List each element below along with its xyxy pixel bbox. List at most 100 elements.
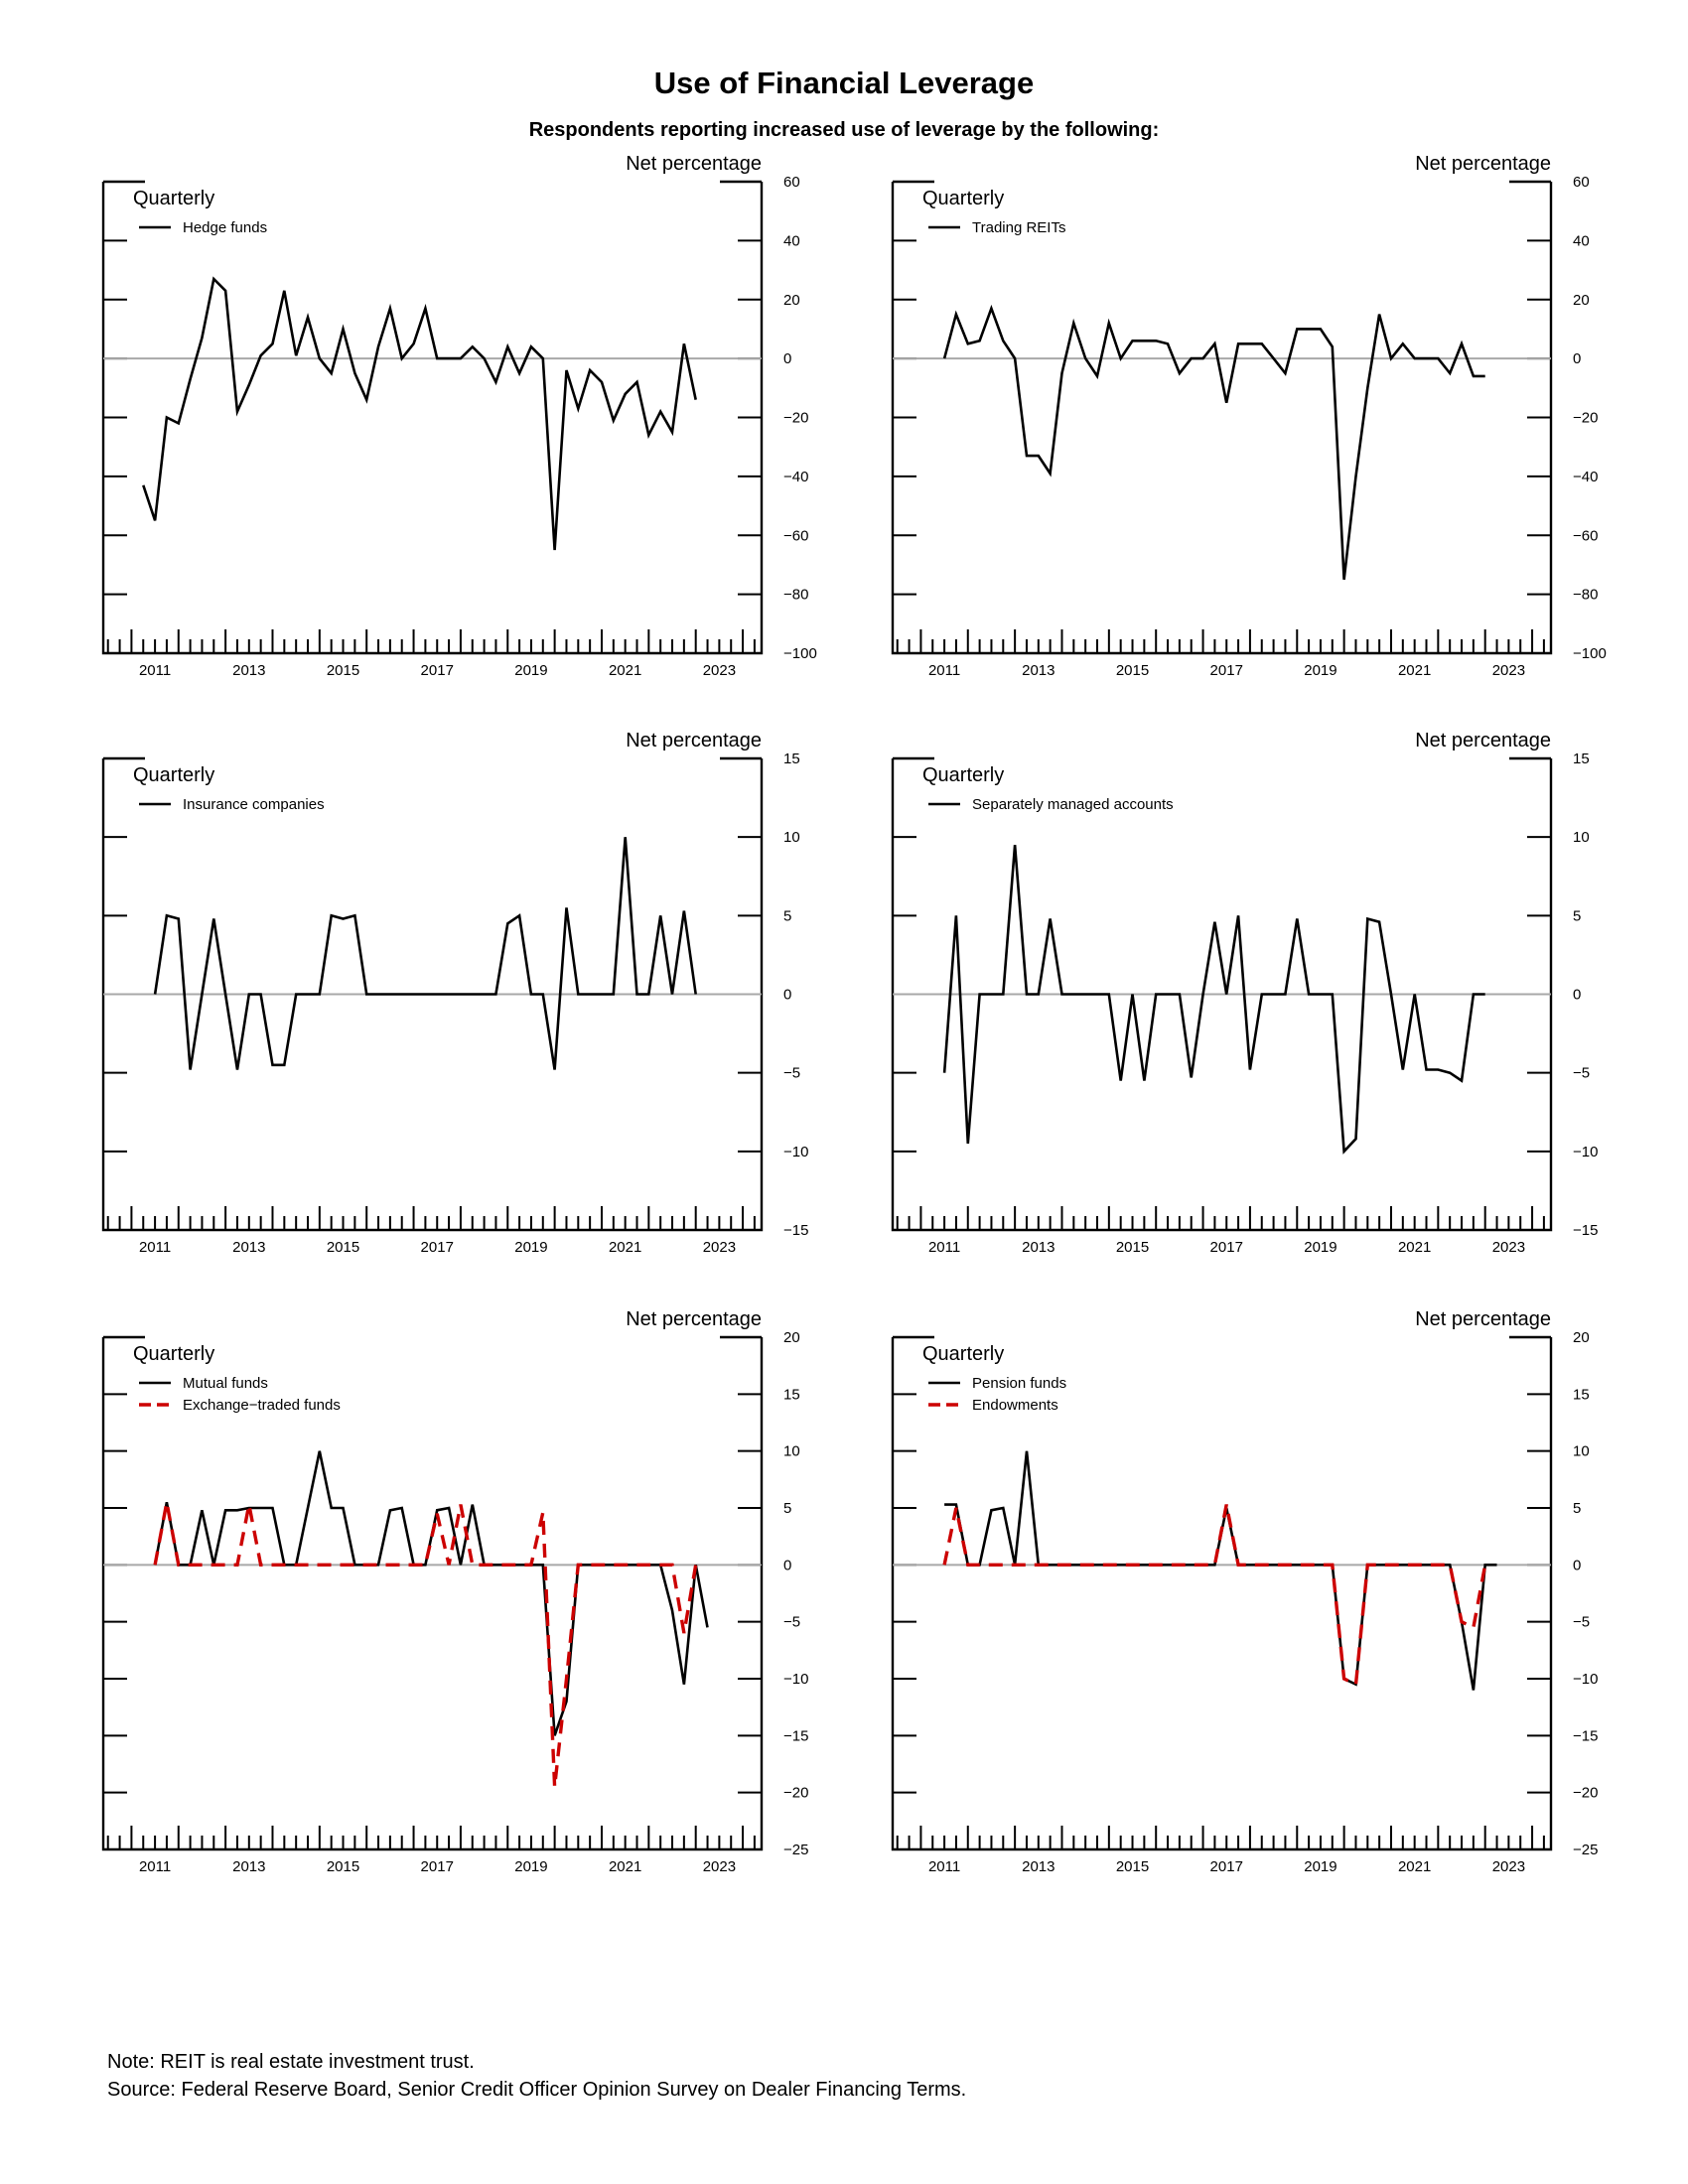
y-tick-label: −40 [783,469,808,485]
x-tick-label: 2011 [928,662,960,679]
frequency-label: Quarterly [133,1343,214,1365]
y-axis-label: Net percentage [626,1308,762,1330]
x-tick-label: 2015 [1116,662,1149,679]
x-tick-label: 2021 [609,1239,641,1256]
y-tick-label: 5 [1573,907,1581,924]
y-tick-label: 60 [1573,174,1590,191]
series-line-insurance-companies [153,837,697,1070]
y-tick-label: −15 [783,1222,808,1239]
y-tick-label: −60 [1573,527,1598,544]
y-tick-label: 10 [783,1443,800,1460]
y-tick-label: 40 [783,232,800,249]
x-tick-label: 2011 [139,662,171,679]
y-tick-label: −5 [783,1065,800,1082]
legend-label: Endowments [972,1397,1058,1414]
y-tick-label: 5 [1573,1500,1581,1517]
frequency-label: Quarterly [922,764,1004,786]
y-axis-label: Net percentage [1415,153,1551,175]
legend-label: Mutual funds [183,1375,268,1392]
y-tick-label: 0 [783,987,791,1004]
x-tick-label: 2013 [232,662,265,679]
x-tick-label: 2021 [1398,662,1431,679]
x-tick-label: 2017 [421,1858,454,1875]
y-tick-label: −5 [1573,1065,1590,1082]
note-text: Note: REIT is real estate investment tru… [107,2051,475,2073]
x-tick-label: 2023 [703,662,736,679]
y-tick-label: 20 [783,292,800,309]
x-tick-label: 2023 [1492,1239,1525,1256]
y-tick-label: 15 [783,751,800,767]
x-tick-label: 2017 [421,1239,454,1256]
x-tick-label: 2019 [514,662,547,679]
y-tick-label: 20 [783,1329,800,1346]
y-tick-label: 15 [1573,1386,1590,1403]
frequency-label: Quarterly [133,188,214,209]
y-tick-label: −10 [1573,1671,1598,1688]
page-subtitle: Respondents reporting increased use of l… [528,119,1160,141]
y-tick-label: 15 [1573,751,1590,767]
x-tick-label: 2021 [609,662,641,679]
x-tick-label: 2017 [1210,1239,1243,1256]
x-tick-label: 2021 [1398,1239,1431,1256]
plot-frame [101,1337,764,1851]
x-tick-label: 2019 [514,1858,547,1875]
x-tick-label: 2023 [1492,1858,1525,1875]
x-tick-label: 2017 [1210,662,1243,679]
y-tick-label: 0 [783,350,791,367]
series-line-pension-funds [944,1450,1497,1691]
x-tick-label: 2021 [1398,1858,1431,1875]
y-tick-label: 0 [1573,350,1581,367]
legend-label: Trading REITs [972,219,1065,236]
x-tick-label: 2015 [1116,1239,1149,1256]
legend-label: Separately managed accounts [972,796,1174,813]
x-tick-label: 2021 [609,1858,641,1875]
x-tick-label: 2023 [1492,662,1525,679]
x-tick-label: 2013 [232,1239,265,1256]
x-tick-label: 2019 [514,1239,547,1256]
y-tick-label: 10 [1573,1443,1590,1460]
y-axis-label: Net percentage [1415,730,1551,751]
y-tick-label: 20 [1573,1329,1590,1346]
legend-label: Hedge funds [183,219,267,236]
y-tick-label: −80 [1573,587,1598,604]
x-tick-label: 2019 [1304,662,1336,679]
x-tick-label: 2011 [928,1858,960,1875]
footnotes: Note: REIT is real estate investment tru… [107,2048,966,2104]
y-tick-label: −10 [783,1144,808,1160]
x-tick-label: 2011 [139,1239,171,1256]
x-tick-label: 2015 [1116,1858,1149,1875]
y-tick-label: −15 [1573,1222,1598,1239]
y-tick-label: −20 [1573,410,1598,427]
y-tick-label: 0 [783,1557,791,1573]
page-title: Use of Financial Leverage [653,66,1035,100]
x-tick-label: 2013 [1022,662,1055,679]
y-tick-label: −20 [783,1785,808,1802]
y-tick-label: −5 [783,1614,800,1631]
y-tick-label: 10 [783,829,800,846]
x-tick-label: 2013 [1022,1239,1055,1256]
x-tick-label: 2015 [327,662,359,679]
y-tick-label: −80 [783,587,808,604]
x-tick-label: 2023 [703,1239,736,1256]
y-axis-label: Net percentage [1415,1308,1551,1330]
y-tick-label: −15 [1573,1727,1598,1744]
y-tick-label: −10 [1573,1144,1598,1160]
x-tick-label: 2019 [1304,1858,1336,1875]
frequency-label: Quarterly [133,764,214,786]
y-tick-label: 5 [783,907,791,924]
legend-label: Pension funds [972,1375,1066,1392]
y-tick-label: 40 [1573,232,1590,249]
y-tick-label: 0 [1573,987,1581,1004]
x-tick-label: 2023 [703,1858,736,1875]
y-tick-label: −100 [783,645,817,662]
series-line-trading-reits [942,304,1485,580]
y-tick-label: −60 [783,527,808,544]
y-tick-label: 60 [783,174,800,191]
x-tick-label: 2015 [327,1239,359,1256]
y-axis-label: Net percentage [626,730,762,751]
y-tick-label: −40 [1573,469,1598,485]
